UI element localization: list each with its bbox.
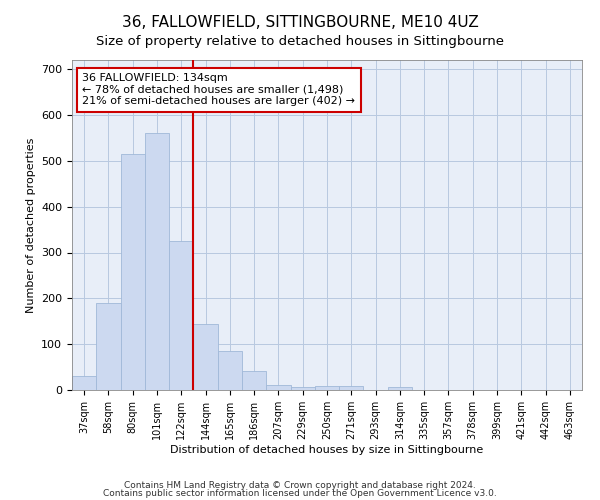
Bar xyxy=(218,350,242,390)
Bar xyxy=(388,387,412,390)
Y-axis label: Number of detached properties: Number of detached properties xyxy=(26,138,35,312)
Bar xyxy=(290,387,315,390)
Bar xyxy=(121,154,145,390)
Text: 36 FALLOWFIELD: 134sqm
← 78% of detached houses are smaller (1,498)
21% of semi-: 36 FALLOWFIELD: 134sqm ← 78% of detached… xyxy=(82,73,355,106)
Bar xyxy=(145,134,169,390)
Text: Size of property relative to detached houses in Sittingbourne: Size of property relative to detached ho… xyxy=(96,35,504,48)
X-axis label: Distribution of detached houses by size in Sittingbourne: Distribution of detached houses by size … xyxy=(170,444,484,454)
Bar xyxy=(339,386,364,390)
Bar xyxy=(315,386,339,390)
Text: 36, FALLOWFIELD, SITTINGBOURNE, ME10 4UZ: 36, FALLOWFIELD, SITTINGBOURNE, ME10 4UZ xyxy=(122,15,478,30)
Bar xyxy=(193,324,218,390)
Bar xyxy=(169,241,193,390)
Bar xyxy=(266,385,290,390)
Bar xyxy=(242,371,266,390)
Bar xyxy=(72,376,96,390)
Text: Contains HM Land Registry data © Crown copyright and database right 2024.: Contains HM Land Registry data © Crown c… xyxy=(124,481,476,490)
Text: Contains public sector information licensed under the Open Government Licence v3: Contains public sector information licen… xyxy=(103,488,497,498)
Bar xyxy=(96,303,121,390)
